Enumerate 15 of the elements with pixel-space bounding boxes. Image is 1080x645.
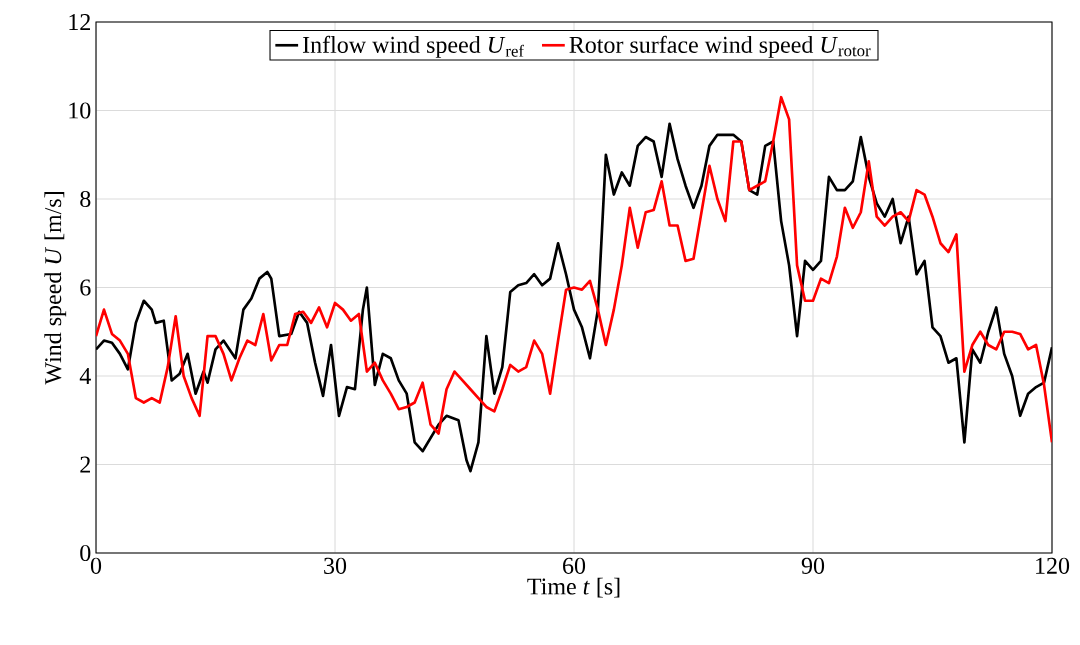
y-tick-label: 12 (69, 14, 90, 30)
legend-label: Rotor surface wind speed U$_{rotor}$ (569, 35, 871, 58)
y-tick-label: 10 (69, 102, 91, 119)
y-axis-title: Wind speed U [m/s] (44, 192, 67, 385)
y-tick-label: 8 (80, 190, 91, 208)
x-tick-label: 90 (801, 557, 825, 574)
y-tick-label: 6 (80, 279, 91, 296)
y-tick-label: 4 (79, 368, 91, 384)
x-tick-label: 60 (563, 557, 586, 574)
x-tick-label: 30 (324, 557, 347, 574)
x-axis-title: Time t [s] (527, 577, 620, 598)
x-tick-label: 120 (1036, 557, 1070, 574)
legend-label: Inflow wind speed U$_{ref}$ (302, 35, 525, 58)
y-tick-label: 0 (80, 544, 91, 562)
y-tick-label: 2 (80, 456, 90, 473)
